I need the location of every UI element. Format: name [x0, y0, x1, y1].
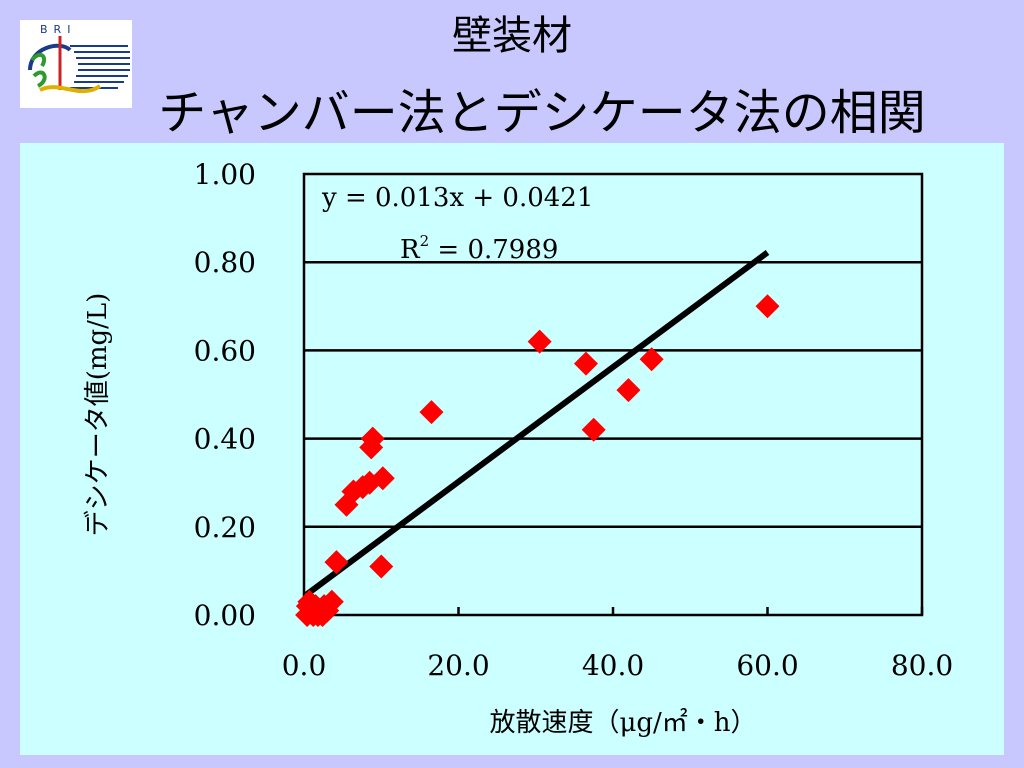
grid-lines — [304, 260, 922, 529]
r2-value: = 0.7989 — [429, 235, 558, 265]
x-axis-label: 放散速度（μg/㎡・h） — [489, 708, 756, 738]
r2-prefix: R — [400, 235, 421, 265]
x-tick-label: 40.0 — [582, 649, 644, 682]
x-tick-label: 20.0 — [427, 649, 489, 682]
data-point — [573, 351, 598, 376]
x-tick-label: 60.0 — [736, 649, 798, 682]
bri-logo-graphic: BRI — [28, 23, 130, 94]
data-point — [319, 589, 344, 614]
slide-title-line2: チャンバー法とデシケータ法の相関 — [158, 85, 926, 141]
data-points — [295, 294, 780, 627]
y-tick-label: 0.20 — [194, 511, 256, 544]
x-tick-label: 80.0 — [891, 649, 953, 682]
data-point — [419, 400, 444, 425]
data-point — [370, 466, 395, 491]
y-axis-ticks: 0.00 0.20 0.40 0.60 0.80 1.00 — [194, 158, 256, 632]
data-point — [360, 426, 385, 451]
chart-panel: 0.00 0.20 0.40 0.60 0.80 1.00 0.0 20.0 40.0 60.0… — [20, 143, 1004, 755]
bri-logo: BRI — [20, 20, 132, 108]
y-tick-label: 0.60 — [194, 334, 256, 367]
y-axis-label: デシケータ値(mg/L) — [83, 293, 113, 537]
data-point — [639, 347, 664, 372]
logo-text: BRI — [40, 23, 76, 36]
trendline-r2: R2 = 0.7989 — [400, 232, 558, 265]
plot-frame — [302, 172, 924, 617]
data-point — [581, 417, 606, 442]
y-tick-label: 0.00 — [194, 599, 256, 632]
data-point — [755, 294, 780, 319]
data-point — [324, 550, 349, 575]
x-tick-label: 0.0 — [282, 649, 327, 682]
data-point — [315, 598, 340, 623]
scatter-chart: 0.00 0.20 0.40 0.60 0.80 1.00 0.0 20.0 40.0 60.0… — [83, 158, 953, 738]
y-tick-label: 0.80 — [194, 246, 256, 279]
y-tick-label: 1.00 — [194, 158, 256, 191]
trendline-equation: y = 0.013x + 0.0421 — [321, 183, 593, 213]
slide-title-line1: 壁装材 — [452, 13, 572, 59]
data-point — [616, 378, 641, 403]
y-tick-label: 0.40 — [194, 423, 256, 456]
data-point — [369, 554, 394, 579]
x-axis-ticks: 0.0 20.0 40.0 60.0 80.0 — [282, 607, 953, 682]
data-point — [527, 329, 552, 354]
trendline — [304, 250, 770, 598]
r2-superscript: 2 — [420, 232, 430, 250]
